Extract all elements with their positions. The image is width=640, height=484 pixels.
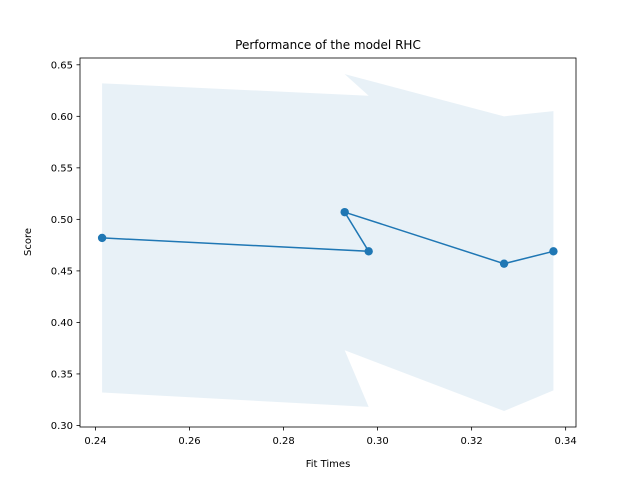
y-tick-label: 0.60 <box>51 112 73 123</box>
y-tick-label: 0.30 <box>51 421 73 432</box>
data-point <box>499 259 509 268</box>
plot-area <box>97 74 558 412</box>
y-tick-label: 0.50 <box>51 215 73 226</box>
x-axis-label: Fit Times <box>306 459 351 470</box>
x-tick-label: 0.28 <box>272 436 294 447</box>
confidence-band <box>102 74 554 412</box>
chart-title: Performance of the model RHC <box>235 38 421 52</box>
y-tick-label: 0.40 <box>51 318 73 329</box>
y-tick-label: 0.65 <box>51 60 73 71</box>
x-tick-label: 0.26 <box>178 436 200 447</box>
data-point <box>97 233 107 243</box>
data-point <box>364 247 373 256</box>
y-tick-label: 0.45 <box>51 266 73 277</box>
y-tick-label: 0.35 <box>51 369 73 380</box>
axes-frame <box>79 57 577 428</box>
axes: 0.24 0.26 0.28 0.30 0.32 0.34 0.30 0.35 0.40 0.45… <box>51 57 577 447</box>
y-tick-label: 0.55 <box>51 163 73 174</box>
x-tick-label: 0.34 <box>555 436 577 447</box>
y-axis-label: Score <box>23 228 34 256</box>
x-tick-label: 0.30 <box>366 436 388 447</box>
x-tick-label: 0.32 <box>460 436 482 447</box>
x-tick-label: 0.24 <box>84 436 106 447</box>
data-point <box>340 207 349 217</box>
data-point <box>549 247 558 256</box>
